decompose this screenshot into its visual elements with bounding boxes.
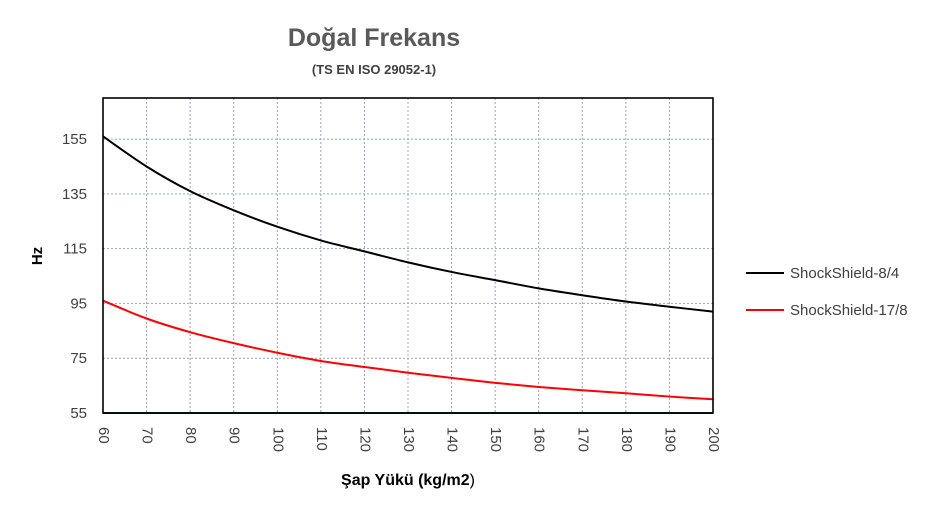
x-tick-labels: 60 70 80 90 100 110 120 130 140 150 160 170 180 190 20… <box>95 427 722 452</box>
y-tick-label: 155 <box>62 131 87 148</box>
x-tick-label: 180 <box>618 427 635 452</box>
legend-label-2: ShockShield-17/8 <box>790 302 908 319</box>
x-axis-label: Şap Yükü (kg/m2) <box>0 472 816 490</box>
y-tick-labels: 55 75 95 115 135 155 <box>62 131 87 422</box>
x-tick-label: 200 <box>705 427 722 452</box>
y-tick-label: 75 <box>70 350 87 367</box>
x-tick-label: 110 <box>313 427 330 451</box>
grid-lines <box>103 98 713 414</box>
series-line-1 <box>102 135 714 313</box>
x-tick-label: 150 <box>487 427 504 452</box>
legend: ShockShield-8/4 ShockShield-17/8 <box>746 265 908 319</box>
x-tick-label: 100 <box>269 427 286 452</box>
x-tick-label: 130 <box>400 427 417 452</box>
chart-title: Doğal Frekans <box>287 24 461 52</box>
x-tick-label: 120 <box>356 427 373 452</box>
x-tick-label: 170 <box>574 427 591 452</box>
plot-area-frame <box>102 97 714 414</box>
y-tick-label: 95 <box>70 295 87 312</box>
series-layer <box>102 135 714 401</box>
x-tick-label: 80 <box>182 427 199 444</box>
x-tick-label: 140 <box>444 427 461 452</box>
x-tick-label: 90 <box>226 427 243 444</box>
x-axis-label-main: Şap Yükü (kg/m2 <box>341 472 470 489</box>
y-tick-label: 115 <box>63 241 87 258</box>
x-tick-label: 70 <box>139 427 156 444</box>
x-tick-label: 160 <box>531 427 548 452</box>
y-tick-label: 55 <box>70 405 87 422</box>
y-tick-label: 135 <box>62 186 87 203</box>
series-line-2 <box>102 299 714 401</box>
chart-subtitle: (TS EN ISO 29052-1) <box>311 62 437 77</box>
x-tick-label: 60 <box>95 427 112 444</box>
legend-label-1: ShockShield-8/4 <box>790 265 899 282</box>
x-tick-label: 190 <box>661 427 678 452</box>
x-axis-label-paren: ) <box>469 472 475 489</box>
